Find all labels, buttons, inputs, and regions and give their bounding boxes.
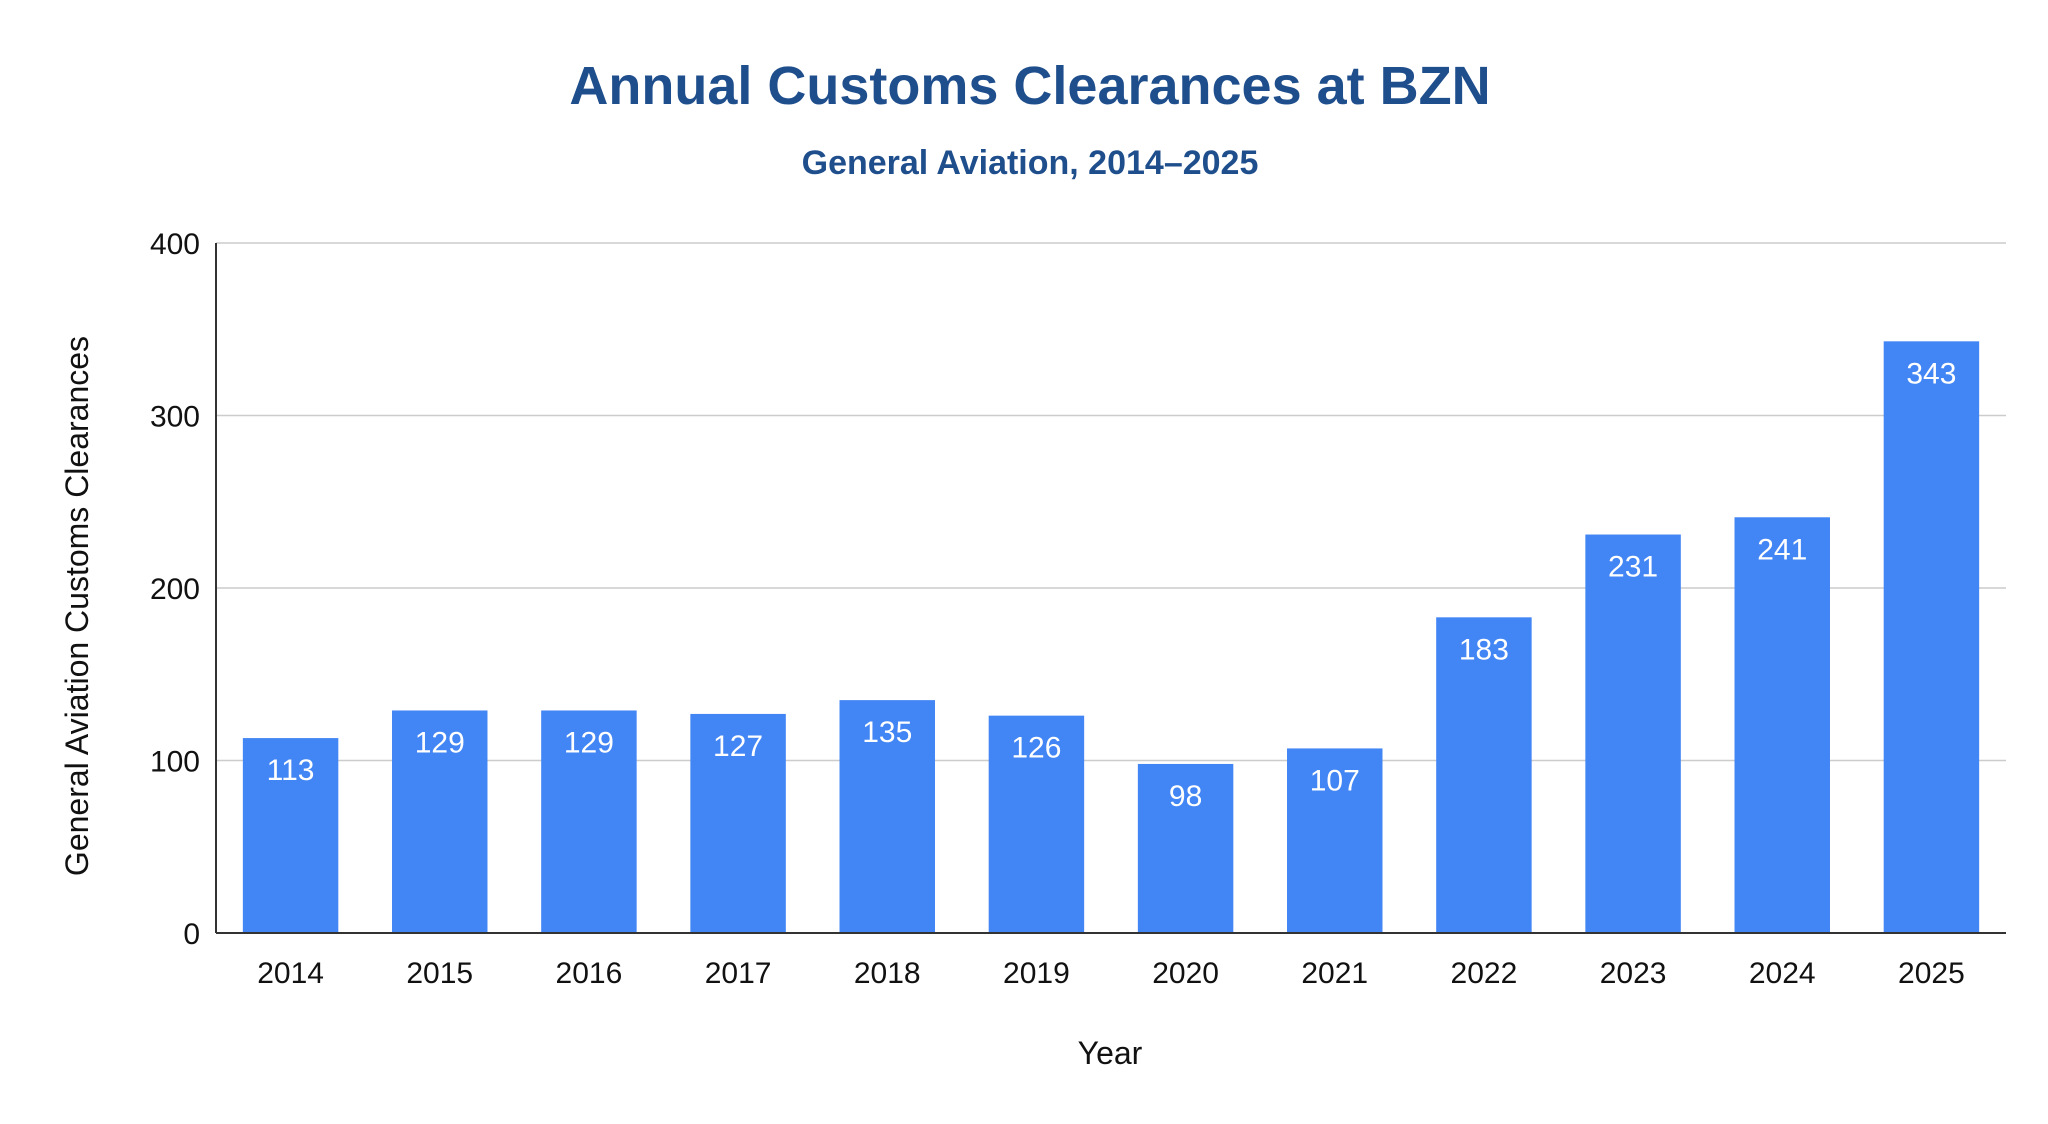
y-axis-label: General Aviation Customs Clearances (59, 336, 95, 876)
x-tick-label: 2014 (257, 957, 324, 990)
bar-value-label: 129 (564, 726, 614, 759)
bar-value-label: 241 (1757, 533, 1807, 566)
x-tick-label: 2022 (1451, 957, 1518, 990)
y-tick-label: 200 (150, 573, 200, 606)
y-tick-label: 400 (150, 228, 200, 261)
bar-value-label: 107 (1310, 764, 1360, 797)
bar-value-label: 113 (267, 754, 315, 787)
bar-value-label: 126 (1011, 732, 1061, 765)
x-axis-label: Year (1078, 1035, 1143, 1071)
bar-value-label: 135 (862, 716, 912, 749)
bar-value-label: 343 (1906, 357, 1956, 390)
bars: 113 129 129 127 135 126 98 107 183 231 241 343 (242, 341, 1980, 933)
x-tick-label: 2016 (556, 957, 623, 990)
x-tick-label: 2019 (1003, 957, 1070, 990)
bar (839, 700, 935, 933)
bar (1883, 341, 1980, 933)
bar (1436, 617, 1532, 933)
chart-subtitle: General Aviation, 2014–2025 (802, 144, 1259, 182)
bar-value-label: 183 (1459, 633, 1509, 666)
x-tick-label: 2023 (1600, 957, 1667, 990)
x-tick-label: 2021 (1301, 957, 1368, 990)
y-tick-label: 300 (150, 401, 200, 434)
y-axis-ticks: 0 100 200 300 400 (150, 228, 200, 951)
bar (1137, 763, 1234, 933)
bar (541, 710, 637, 933)
y-tick-label: 0 (183, 918, 200, 951)
chart-title: Annual Customs Clearances at BZN (569, 56, 1490, 116)
x-tick-label: 2015 (406, 957, 473, 990)
x-axis-ticks: 2014 2015 2016 2017 2018 2019 2020 2021 2022 2023… (257, 957, 1965, 990)
x-tick-label: 2018 (854, 957, 921, 990)
bar-value-label: 127 (713, 730, 763, 763)
x-tick-label: 2025 (1898, 957, 1965, 990)
gridlines (216, 242, 2006, 762)
bar-value-label: 129 (415, 726, 465, 759)
y-tick-label: 100 (150, 746, 200, 779)
x-tick-label: 2017 (705, 957, 772, 990)
bar (1585, 534, 1681, 933)
bar (690, 713, 786, 933)
x-tick-label: 2024 (1749, 957, 1816, 990)
bar (1287, 748, 1383, 933)
bar (988, 715, 1085, 933)
x-tick-label: 2020 (1152, 957, 1219, 990)
bar (392, 710, 488, 933)
bar (1734, 517, 1830, 933)
bar-value-label: 98 (1169, 780, 1202, 813)
bar-value-label: 231 (1608, 551, 1658, 584)
bar (242, 738, 339, 933)
